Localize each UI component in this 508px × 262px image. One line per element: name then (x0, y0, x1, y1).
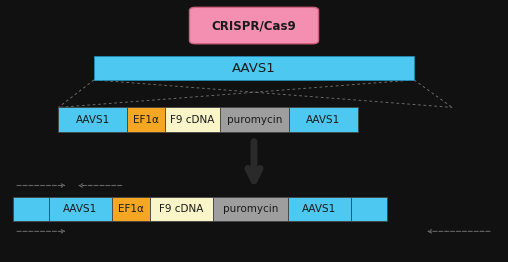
Text: AAVS1: AAVS1 (302, 204, 336, 214)
Text: puromycin: puromycin (223, 204, 278, 214)
Text: CRISPR/Cas9: CRISPR/Cas9 (212, 19, 296, 32)
Bar (112, 196, 150, 221)
Bar (288, 196, 351, 221)
Bar (213, 196, 288, 221)
Bar (13, 196, 49, 221)
Bar (165, 107, 220, 132)
Bar (49, 196, 112, 221)
Text: AAVS1: AAVS1 (306, 115, 340, 125)
Text: AAVS1: AAVS1 (76, 115, 110, 125)
Bar (128, 107, 165, 132)
Bar (58, 107, 128, 132)
Text: EF1α: EF1α (133, 115, 159, 125)
Text: AAVS1: AAVS1 (63, 204, 98, 214)
Bar (351, 196, 387, 221)
Bar (150, 196, 213, 221)
Text: EF1α: EF1α (118, 204, 144, 214)
Text: F9 cDNA: F9 cDNA (170, 115, 214, 125)
Text: AAVS1: AAVS1 (232, 62, 276, 75)
Text: puromycin: puromycin (227, 115, 282, 125)
Bar (289, 107, 358, 132)
FancyBboxPatch shape (189, 7, 319, 44)
Bar (220, 107, 289, 132)
Text: F9 cDNA: F9 cDNA (160, 204, 204, 214)
Bar (94, 56, 414, 80)
